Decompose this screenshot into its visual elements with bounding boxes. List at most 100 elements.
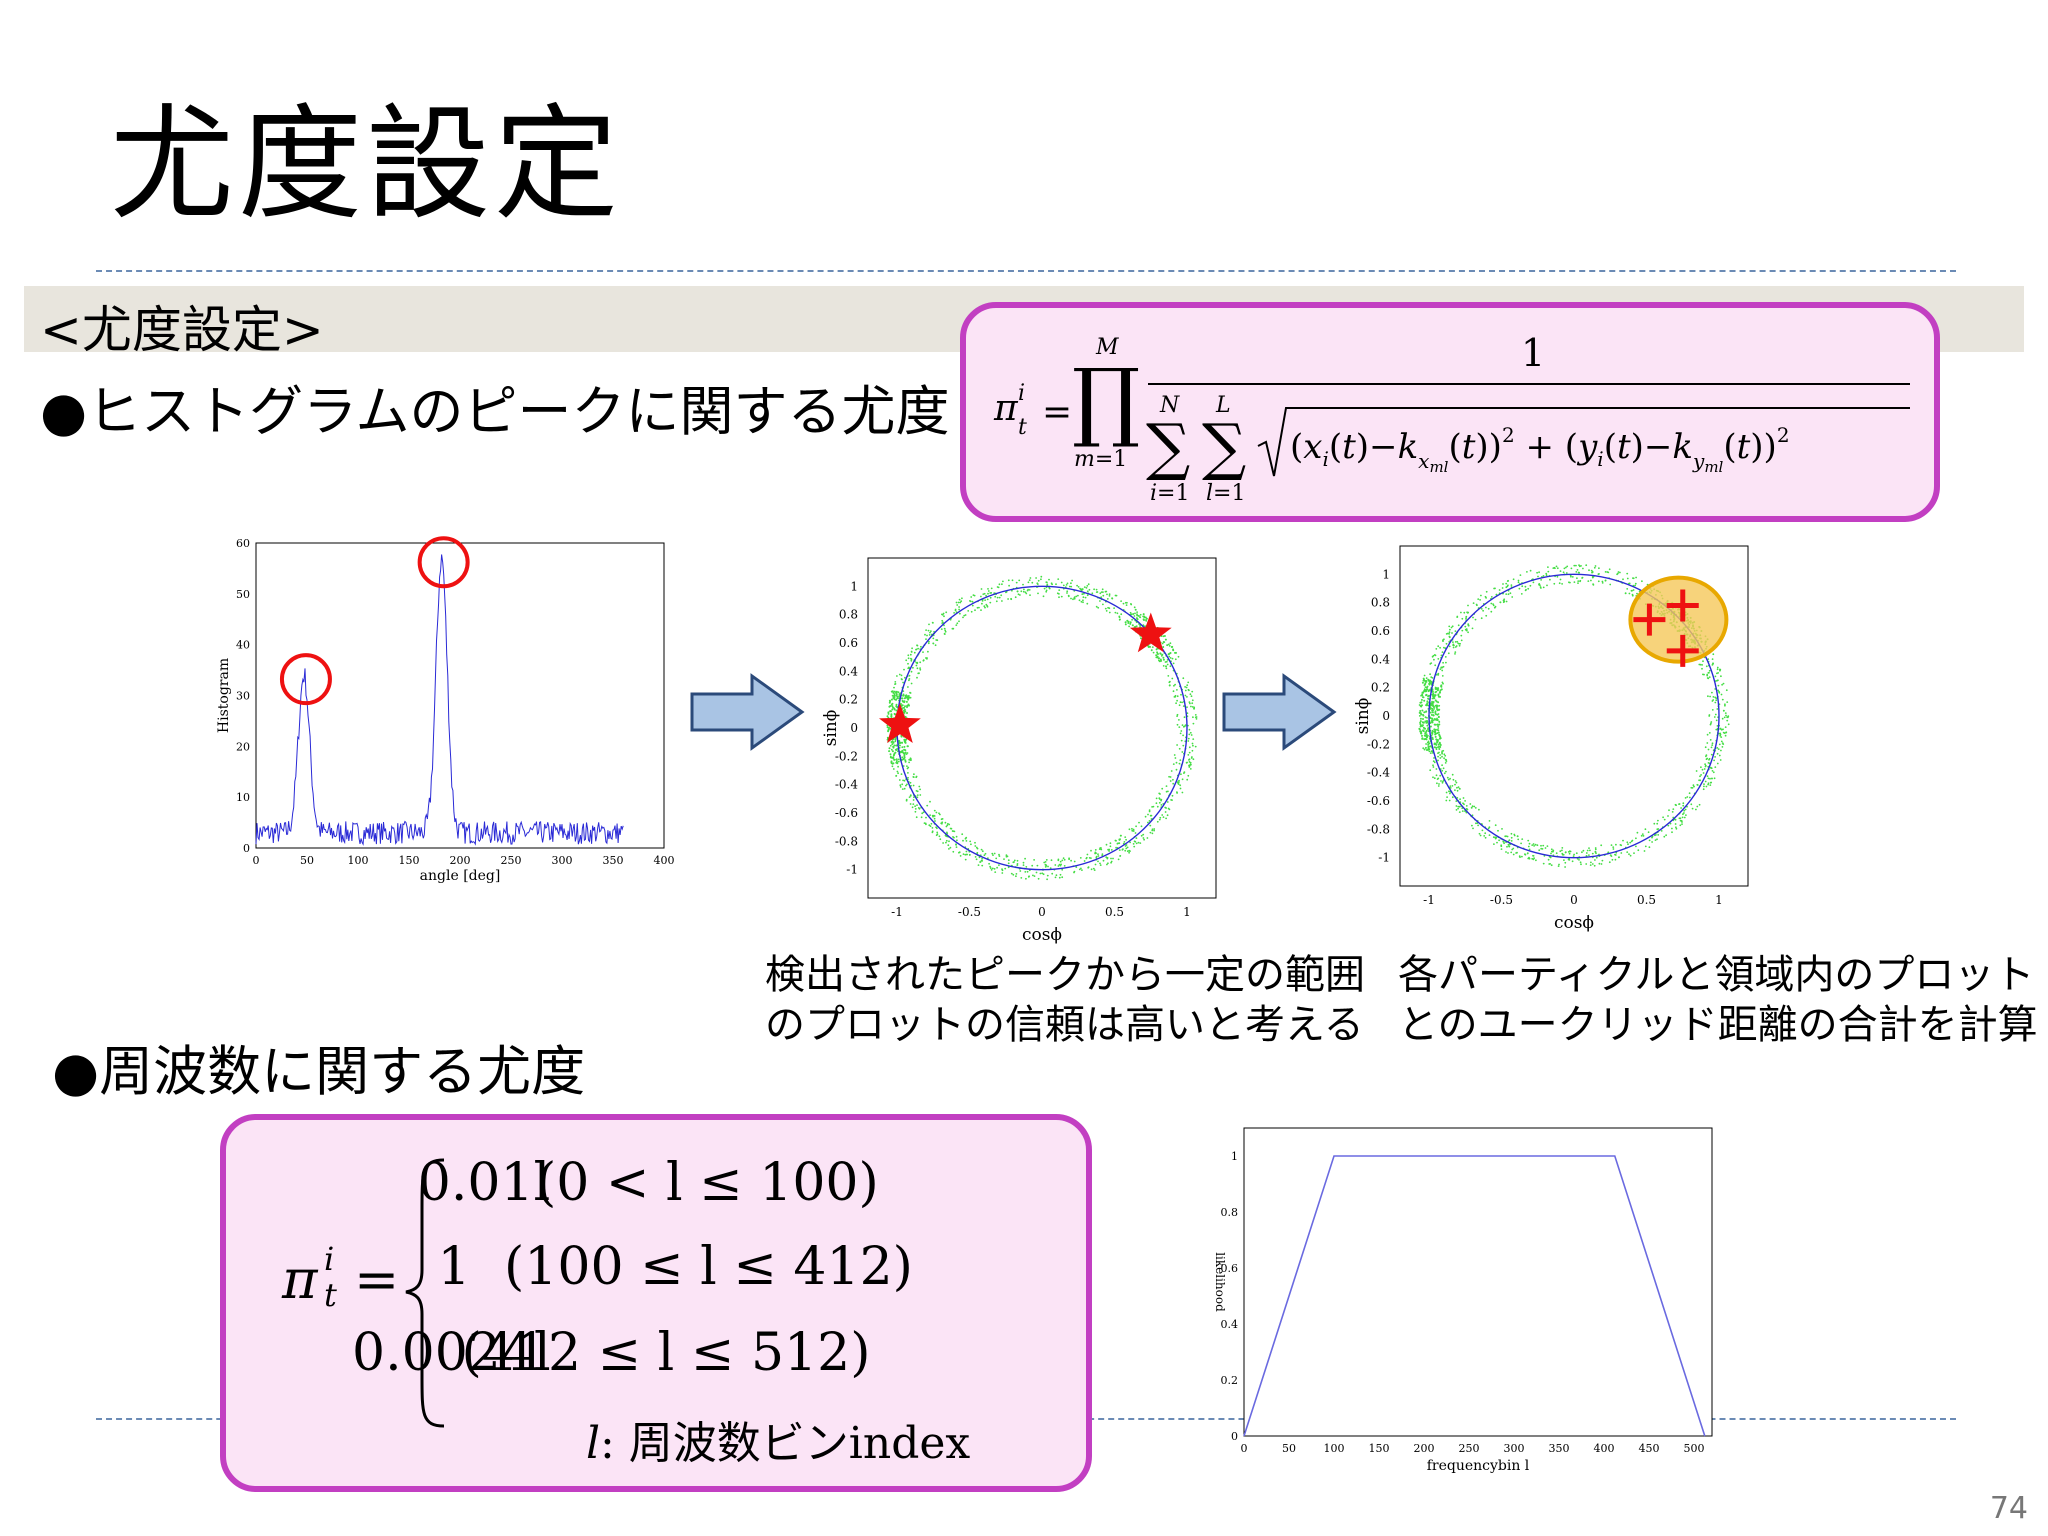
scatter-point: [907, 657, 910, 660]
scatter-point: [1575, 852, 1578, 855]
scatter-point: [971, 600, 974, 603]
scatter-point: [1169, 657, 1172, 659]
scatter-point: [1127, 622, 1130, 624]
scatter-point: [1043, 861, 1046, 864]
scatter-point: [1472, 827, 1474, 830]
circle-scatter-chart-peaks: -1 -0.5 0 0.5 1-1-0.8-0.6-0.4-0.200.20.40.60…: [821, 557, 1217, 945]
scatter-point: [1637, 849, 1640, 852]
scatter-point: [1488, 834, 1491, 836]
scatter-point: [1428, 748, 1431, 751]
scatter-point: [1189, 763, 1192, 766]
scatter-point: [992, 854, 994, 856]
scatter-point: [1474, 807, 1477, 809]
scatter-point: [1430, 713, 1433, 716]
scatter-point: [1092, 867, 1095, 870]
scatter-point: [1435, 748, 1438, 751]
scatter-point: [1434, 687, 1437, 690]
scatter-point: [907, 776, 909, 779]
scatter-point: [1434, 743, 1437, 746]
svg-text:m=1: m=1: [1074, 447, 1127, 472]
y-tick-label: 20: [236, 740, 250, 753]
scatter-point: [893, 758, 896, 761]
scatter-point: [1164, 661, 1167, 663]
scatter-point: [903, 745, 906, 748]
x-tick-label: 0: [253, 854, 260, 867]
scatter-point: [1104, 607, 1107, 610]
scatter-point: [1454, 780, 1457, 782]
scatter-point: [901, 704, 904, 707]
scatter-point: [1171, 677, 1174, 680]
scatter-point: [1100, 847, 1102, 849]
scatter-point: [928, 824, 931, 827]
scatter-point: [993, 852, 996, 855]
scatter-point: [1714, 696, 1717, 699]
scatter-point: [1041, 872, 1044, 875]
scatter-point: [1586, 849, 1589, 852]
scatter-point: [1465, 805, 1468, 807]
scatter-point: [1421, 724, 1424, 727]
scatter-point: [1425, 704, 1428, 707]
scatter-point: [893, 690, 896, 693]
scatter-point: [1707, 695, 1709, 698]
scatter-point: [1663, 835, 1666, 838]
scatter-point: [1027, 581, 1030, 584]
scatter-point: [896, 695, 899, 698]
scatter-point: [955, 846, 958, 848]
scatter-point: [1510, 836, 1513, 839]
scatter-point: [1008, 584, 1010, 587]
svg-text:t: t: [1018, 415, 1027, 440]
scatter-point: [1657, 828, 1660, 830]
scatter-point: [1169, 652, 1172, 654]
scatter-point: [1155, 654, 1158, 657]
scatter-point: [1644, 828, 1647, 831]
scatter-point: [1165, 785, 1168, 787]
scatter-point: [1433, 708, 1435, 710]
scatter-point: [1139, 616, 1142, 619]
scatter-point: [895, 693, 898, 696]
scatter-point: [1439, 744, 1442, 746]
scatter-point: [1194, 745, 1197, 748]
svg-text:i: i: [324, 1240, 334, 1278]
scatter-point: [890, 762, 893, 765]
scatter-point: [1107, 862, 1109, 865]
scatter-point: [1058, 593, 1060, 595]
scatter-point: [1612, 848, 1615, 850]
scatter-point: [1431, 717, 1434, 720]
scatter-point: [934, 820, 936, 822]
scatter-point: [1481, 829, 1484, 832]
scatter-point: [1132, 843, 1135, 845]
scatter-point: [927, 642, 930, 645]
y-axis-label: sinϕ: [821, 710, 841, 747]
scatter-point: [891, 740, 894, 743]
scatter-point: [1023, 588, 1025, 591]
scatter-point: [1472, 602, 1475, 604]
scatter-point: [1437, 725, 1440, 728]
scatter-point: [1494, 587, 1496, 590]
scatter-point: [1022, 583, 1024, 586]
scatter-point: [1144, 815, 1147, 818]
scatter-point: [998, 853, 1000, 856]
scatter-point: [981, 850, 984, 853]
scatter-point: [1077, 594, 1079, 597]
scatter-point: [1501, 587, 1504, 589]
scatter-point: [924, 633, 926, 636]
scatter-point: [1058, 876, 1061, 879]
scatter-point: [912, 666, 914, 669]
scatter-point: [1437, 746, 1439, 749]
scatter-point: [1139, 613, 1142, 616]
scatter-point: [892, 745, 895, 748]
scatter-point: [1436, 713, 1439, 716]
scatter-point: [1549, 578, 1551, 581]
scatter-point: [1165, 817, 1167, 820]
scatter-point: [1651, 841, 1653, 843]
scatter-point: [908, 696, 911, 699]
scatter-point: [889, 727, 892, 730]
scatter-point: [1436, 732, 1439, 735]
scatter-point: [939, 838, 942, 841]
scatter-point: [1626, 577, 1629, 580]
scatter-point: [1710, 746, 1713, 749]
scatter-point: [895, 709, 898, 712]
scatter-point: [1094, 849, 1097, 851]
scatter-point: [906, 712, 908, 714]
scatter-point: [918, 785, 921, 788]
